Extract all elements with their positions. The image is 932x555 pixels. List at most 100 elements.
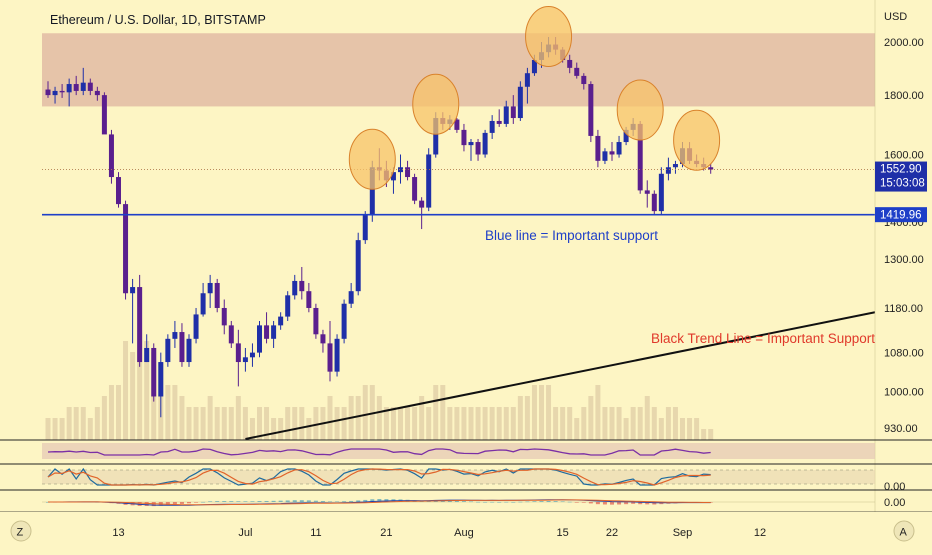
- candle[interactable]: [80, 67, 86, 96]
- candle[interactable]: [489, 115, 495, 139]
- candle[interactable]: [52, 86, 58, 104]
- candle[interactable]: [278, 312, 284, 330]
- trend-line[interactable]: [245, 311, 876, 440]
- candle[interactable]: [609, 142, 615, 161]
- candle[interactable]: [616, 135, 622, 158]
- candle[interactable]: [588, 81, 594, 143]
- candle[interactable]: [172, 320, 178, 348]
- candle[interactable]: [602, 148, 608, 165]
- candle[interactable]: [264, 312, 270, 344]
- candle-body: [517, 86, 523, 119]
- candle[interactable]: [510, 95, 516, 124]
- left-axis-button[interactable]: [10, 520, 32, 542]
- candle[interactable]: [348, 282, 354, 308]
- candle-body: [616, 142, 622, 155]
- candle-body: [306, 291, 312, 308]
- candle[interactable]: [207, 274, 213, 308]
- candle-body: [108, 134, 114, 178]
- candle[interactable]: [108, 129, 114, 184]
- candle[interactable]: [137, 274, 143, 367]
- candle[interactable]: [524, 67, 530, 104]
- candle[interactable]: [228, 320, 234, 348]
- candle-body: [595, 135, 601, 161]
- candle[interactable]: [574, 62, 580, 79]
- candle[interactable]: [73, 75, 79, 96]
- auto-scale-button[interactable]: [893, 520, 915, 542]
- candle[interactable]: [186, 334, 192, 367]
- candle[interactable]: [144, 334, 150, 363]
- candle[interactable]: [454, 118, 460, 133]
- candle[interactable]: [461, 123, 467, 152]
- candle[interactable]: [94, 86, 100, 101]
- macd-hist-bar: [257, 501, 262, 502]
- trend-line-annotation: Black Trend Line = Important Support: [651, 331, 875, 346]
- candle-body: [264, 325, 270, 339]
- candle[interactable]: [101, 92, 107, 135]
- candle[interactable]: [59, 84, 65, 98]
- candle[interactable]: [66, 78, 72, 107]
- candle[interactable]: [327, 320, 333, 382]
- candle[interactable]: [355, 232, 361, 296]
- price-axis[interactable]: [875, 0, 932, 520]
- candle[interactable]: [242, 347, 248, 372]
- volume-bar: [672, 407, 678, 440]
- candle[interactable]: [581, 73, 587, 90]
- candle[interactable]: [306, 282, 312, 313]
- macd-hist-bar: [518, 501, 523, 503]
- candle[interactable]: [412, 173, 418, 205]
- candle[interactable]: [426, 148, 432, 212]
- candle[interactable]: [320, 329, 326, 353]
- candle[interactable]: [45, 81, 51, 98]
- candle[interactable]: [130, 278, 136, 344]
- candle[interactable]: [200, 282, 206, 317]
- candle[interactable]: [658, 167, 664, 215]
- candle[interactable]: [87, 78, 93, 96]
- candle[interactable]: [475, 138, 481, 161]
- candle[interactable]: [313, 303, 319, 339]
- candle[interactable]: [665, 157, 671, 181]
- candle[interactable]: [214, 278, 220, 313]
- candle[interactable]: [482, 129, 488, 158]
- candle[interactable]: [151, 343, 157, 402]
- candle[interactable]: [158, 352, 164, 418]
- candle-body: [228, 325, 234, 344]
- candle[interactable]: [468, 138, 474, 161]
- candle[interactable]: [285, 291, 291, 321]
- candle[interactable]: [271, 320, 277, 348]
- candle[interactable]: [123, 200, 129, 300]
- macd-hist-bar: [476, 501, 481, 503]
- candle[interactable]: [398, 154, 403, 184]
- candle[interactable]: [644, 180, 650, 208]
- candle[interactable]: [341, 299, 347, 344]
- candle[interactable]: [193, 307, 199, 344]
- candle[interactable]: [651, 190, 657, 215]
- volume-bar: [59, 418, 65, 440]
- candle[interactable]: [405, 160, 411, 181]
- candle[interactable]: [235, 329, 241, 387]
- macd-hist-bar: [271, 500, 276, 502]
- candle[interactable]: [503, 100, 509, 127]
- candle[interactable]: [672, 160, 678, 174]
- candle[interactable]: [496, 109, 502, 127]
- candle-body: [426, 154, 432, 208]
- time-axis[interactable]: [0, 512, 932, 550]
- candle[interactable]: [419, 197, 425, 230]
- candle[interactable]: [708, 164, 714, 174]
- candle[interactable]: [292, 274, 298, 300]
- candle-body: [362, 214, 368, 241]
- candle[interactable]: [116, 172, 121, 208]
- candle[interactable]: [362, 211, 368, 244]
- candle[interactable]: [567, 54, 573, 74]
- candle[interactable]: [595, 129, 601, 168]
- macd-hist-bar: [532, 501, 537, 502]
- candle[interactable]: [165, 334, 171, 367]
- candle[interactable]: [179, 323, 185, 367]
- macd-hist-bar: [546, 501, 551, 502]
- macd-hist-bar: [349, 500, 354, 502]
- candle[interactable]: [334, 334, 340, 377]
- candle[interactable]: [257, 320, 262, 358]
- candle[interactable]: [517, 81, 523, 121]
- candle[interactable]: [249, 343, 255, 367]
- candle[interactable]: [221, 299, 227, 335]
- candle[interactable]: [299, 266, 305, 300]
